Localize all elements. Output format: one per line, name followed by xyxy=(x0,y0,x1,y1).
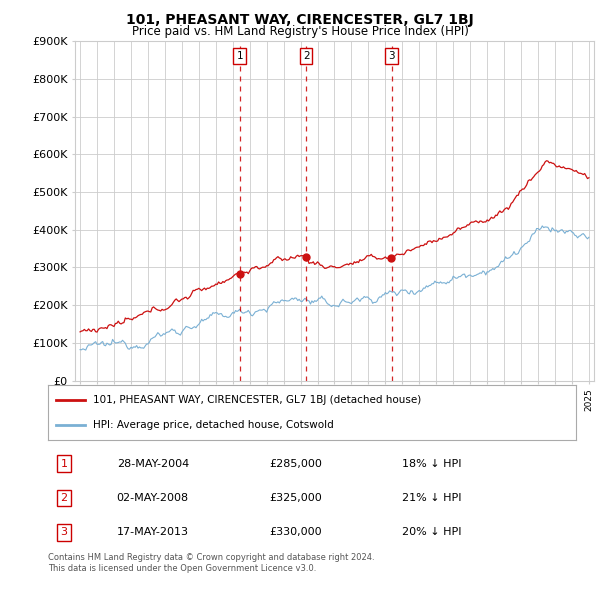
Text: £330,000: £330,000 xyxy=(270,527,322,537)
Text: Price paid vs. HM Land Registry's House Price Index (HPI): Price paid vs. HM Land Registry's House … xyxy=(131,25,469,38)
Text: 1: 1 xyxy=(61,458,67,468)
Text: 2: 2 xyxy=(60,493,67,503)
Text: 20% ↓ HPI: 20% ↓ HPI xyxy=(402,527,461,537)
Text: HPI: Average price, detached house, Cotswold: HPI: Average price, detached house, Cots… xyxy=(93,420,334,430)
Text: 3: 3 xyxy=(61,527,67,537)
Text: 101, PHEASANT WAY, CIRENCESTER, GL7 1BJ: 101, PHEASANT WAY, CIRENCESTER, GL7 1BJ xyxy=(126,13,474,27)
Text: 21% ↓ HPI: 21% ↓ HPI xyxy=(402,493,461,503)
Text: 02-MAY-2008: 02-MAY-2008 xyxy=(116,493,189,503)
Text: 17-MAY-2013: 17-MAY-2013 xyxy=(116,527,188,537)
Text: 28-MAY-2004: 28-MAY-2004 xyxy=(116,458,189,468)
Text: 101, PHEASANT WAY, CIRENCESTER, GL7 1BJ (detached house): 101, PHEASANT WAY, CIRENCESTER, GL7 1BJ … xyxy=(93,395,421,405)
Text: £325,000: £325,000 xyxy=(270,493,323,503)
Text: 1: 1 xyxy=(236,51,243,61)
Text: 2: 2 xyxy=(303,51,310,61)
Text: £285,000: £285,000 xyxy=(270,458,323,468)
Text: 3: 3 xyxy=(388,51,395,61)
Text: 18% ↓ HPI: 18% ↓ HPI xyxy=(402,458,461,468)
Text: Contains HM Land Registry data © Crown copyright and database right 2024.
This d: Contains HM Land Registry data © Crown c… xyxy=(48,553,374,573)
